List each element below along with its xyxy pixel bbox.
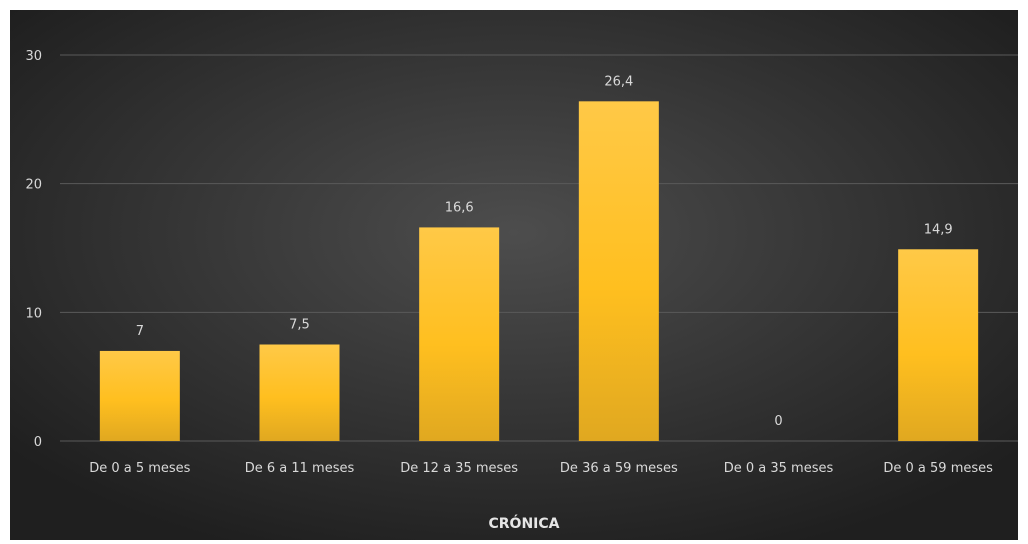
x-tick-label: De 36 a 59 meses	[560, 461, 678, 476]
x-tick-label: De 0 a 35 meses	[724, 461, 834, 476]
y-tick-label: 20	[25, 178, 42, 193]
bar	[419, 227, 500, 441]
y-tick-label: 0	[34, 435, 42, 450]
y-axis-tick-labels: 0 10 20 30	[25, 49, 42, 450]
y-tick-label: 10	[25, 306, 42, 321]
data-label: 14,9	[924, 222, 953, 237]
data-label: 0	[774, 414, 782, 429]
x-axis-title: CRÓNICA	[489, 514, 560, 532]
y-tick-label: 30	[25, 49, 42, 64]
data-label: 16,6	[445, 200, 474, 215]
x-axis-tick-labels: De 0 a 5 meses De 6 a 11 meses De 12 a 35 …	[89, 461, 993, 476]
x-tick-label: De 0 a 59 meses	[883, 461, 993, 476]
chart-background	[10, 10, 1018, 540]
data-label: 7,5	[289, 318, 310, 333]
bar	[259, 344, 340, 441]
data-label: 7	[136, 324, 144, 339]
x-tick-label: De 12 a 35 meses	[400, 461, 518, 476]
data-labels: 7 7,5 16,6 26,4 0 14,9	[136, 74, 953, 429]
bar	[578, 101, 659, 441]
bar	[99, 350, 180, 441]
data-label: 26,4	[604, 74, 633, 89]
x-tick-label: De 6 a 11 meses	[245, 461, 355, 476]
bar	[898, 249, 979, 441]
bars	[99, 101, 979, 441]
gridlines	[60, 54, 1018, 442]
x-tick-label: De 0 a 5 meses	[89, 461, 190, 476]
